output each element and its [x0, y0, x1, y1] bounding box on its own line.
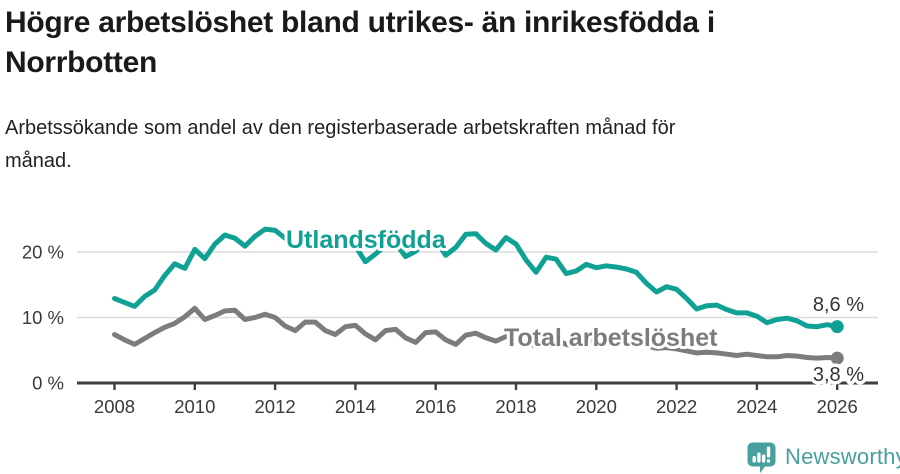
chart-header: Högre arbetslöshet bland utrikes- än inr…: [5, 0, 813, 178]
y-tick-label: 20 %: [22, 242, 64, 263]
x-tick-label: 2026: [817, 396, 858, 417]
x-tick-label: 2018: [495, 396, 536, 417]
y-tick-label: 10 %: [22, 307, 64, 328]
end-value-label-total: 3,8 %: [813, 364, 864, 386]
newsworthy-logo-icon: [747, 442, 776, 473]
x-tick-label: 2024: [736, 396, 777, 417]
page-subtitle: Arbetssökande som andel av den registerb…: [5, 117, 676, 172]
series-end-dot-utlandsfodda: [830, 320, 844, 334]
series-label-utlandsfodda: Utlandsfödda: [286, 226, 447, 254]
x-tick-label: 2020: [576, 396, 617, 417]
x-tick-label: 2012: [255, 396, 296, 417]
series-line-total: [112, 305, 840, 361]
end-value-label-utlandsfodda: 8,6 %: [813, 294, 864, 316]
series-end-dot-total: [830, 351, 844, 365]
brand-name: Newsworthy: [785, 444, 900, 469]
series-line-utlandsfodda: [112, 226, 840, 330]
y-tick-label: 0 %: [32, 373, 64, 394]
brand-footer: Newsworthy: [746, 441, 900, 473]
x-tick-label: 2014: [335, 396, 376, 417]
x-tick-label: 2008: [94, 396, 135, 417]
series-label-total: Total arbetslöshet: [504, 324, 718, 352]
x-tick-label: 2010: [174, 396, 215, 417]
x-tick-label: 2022: [656, 396, 697, 417]
page-title: Högre arbetslöshet bland utrikes- än inr…: [5, 6, 715, 79]
x-tick-label: 2016: [415, 396, 456, 417]
